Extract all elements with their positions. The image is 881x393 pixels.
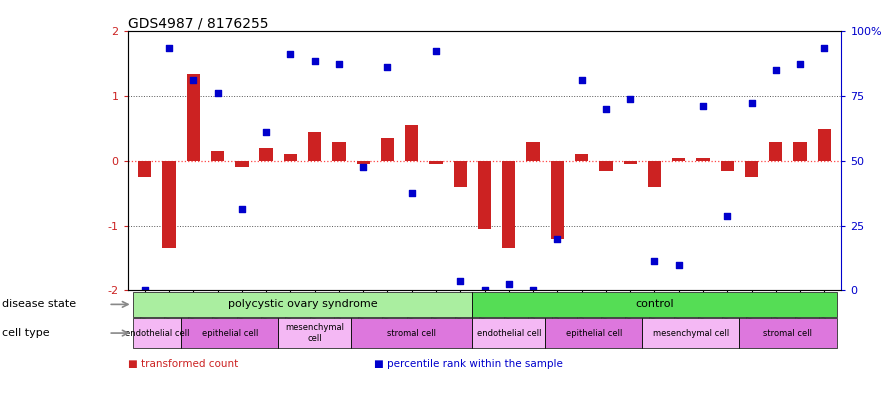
Bar: [472, 292, 836, 317]
Point: [307, 57, 322, 64]
Text: epithelial cell: epithelial cell: [566, 329, 622, 338]
Point: [623, 96, 637, 103]
Bar: [278, 318, 351, 348]
Point: [744, 99, 759, 106]
Bar: [181, 318, 278, 348]
Point: [818, 44, 832, 51]
Bar: [429, 161, 442, 164]
Point: [648, 258, 662, 264]
Bar: [454, 161, 467, 187]
Bar: [284, 154, 297, 161]
Point: [234, 206, 248, 213]
Bar: [235, 161, 248, 167]
Point: [721, 213, 735, 219]
Text: stromal cell: stromal cell: [764, 329, 812, 338]
Point: [551, 235, 565, 242]
Bar: [672, 158, 685, 161]
Point: [599, 106, 613, 112]
Text: mesenchymal cell: mesenchymal cell: [653, 329, 729, 338]
Bar: [357, 161, 370, 164]
Bar: [575, 154, 589, 161]
Point: [526, 287, 540, 294]
Bar: [721, 161, 734, 171]
Bar: [133, 318, 181, 348]
Point: [769, 67, 783, 73]
Bar: [545, 318, 642, 348]
Bar: [502, 161, 515, 248]
Text: endothelial cell: endothelial cell: [477, 329, 541, 338]
Text: ■ transformed count: ■ transformed count: [128, 358, 238, 369]
Point: [574, 77, 589, 83]
Bar: [624, 161, 637, 164]
Bar: [551, 161, 564, 239]
Bar: [278, 318, 351, 348]
Point: [671, 261, 685, 268]
Bar: [739, 318, 836, 348]
Bar: [769, 141, 782, 161]
Bar: [545, 318, 642, 348]
Bar: [381, 138, 394, 161]
Bar: [744, 161, 759, 177]
Text: epithelial cell: epithelial cell: [202, 329, 258, 338]
Bar: [599, 161, 612, 171]
Bar: [181, 318, 278, 348]
Bar: [818, 129, 831, 161]
Bar: [527, 141, 540, 161]
Point: [259, 129, 273, 135]
Point: [404, 190, 418, 196]
Bar: [351, 318, 472, 348]
Point: [186, 77, 200, 83]
Text: cell type: cell type: [2, 328, 49, 338]
Bar: [642, 318, 739, 348]
Text: polycystic ovary syndrome: polycystic ovary syndrome: [227, 299, 377, 309]
Point: [502, 281, 516, 287]
Bar: [138, 161, 152, 177]
Bar: [472, 292, 836, 317]
Bar: [472, 318, 545, 348]
Bar: [794, 141, 807, 161]
Bar: [405, 125, 418, 161]
Point: [162, 44, 176, 51]
Bar: [648, 161, 661, 187]
Point: [284, 51, 298, 57]
Bar: [133, 292, 472, 317]
Text: GDS4987 / 8176255: GDS4987 / 8176255: [128, 16, 268, 30]
Text: stromal cell: stromal cell: [388, 329, 436, 338]
Point: [137, 287, 152, 294]
Bar: [696, 158, 710, 161]
Point: [332, 61, 346, 67]
Bar: [133, 318, 181, 348]
Point: [211, 90, 225, 96]
Bar: [739, 318, 836, 348]
Bar: [211, 151, 225, 161]
Bar: [642, 318, 739, 348]
Bar: [133, 292, 472, 317]
Text: disease state: disease state: [2, 299, 76, 309]
Point: [453, 277, 467, 284]
Bar: [259, 148, 273, 161]
Bar: [478, 161, 492, 229]
Text: control: control: [635, 299, 674, 309]
Bar: [162, 161, 175, 248]
Text: mesenchymal
cell: mesenchymal cell: [285, 323, 344, 343]
Point: [793, 61, 807, 67]
Point: [381, 64, 395, 70]
Bar: [472, 318, 545, 348]
Bar: [308, 132, 322, 161]
Bar: [332, 141, 345, 161]
Bar: [187, 73, 200, 161]
Point: [696, 103, 710, 109]
Bar: [351, 318, 472, 348]
Point: [356, 164, 370, 171]
Text: endothelial cell: endothelial cell: [124, 329, 189, 338]
Point: [478, 287, 492, 294]
Point: [429, 48, 443, 54]
Text: ■ percentile rank within the sample: ■ percentile rank within the sample: [374, 358, 563, 369]
